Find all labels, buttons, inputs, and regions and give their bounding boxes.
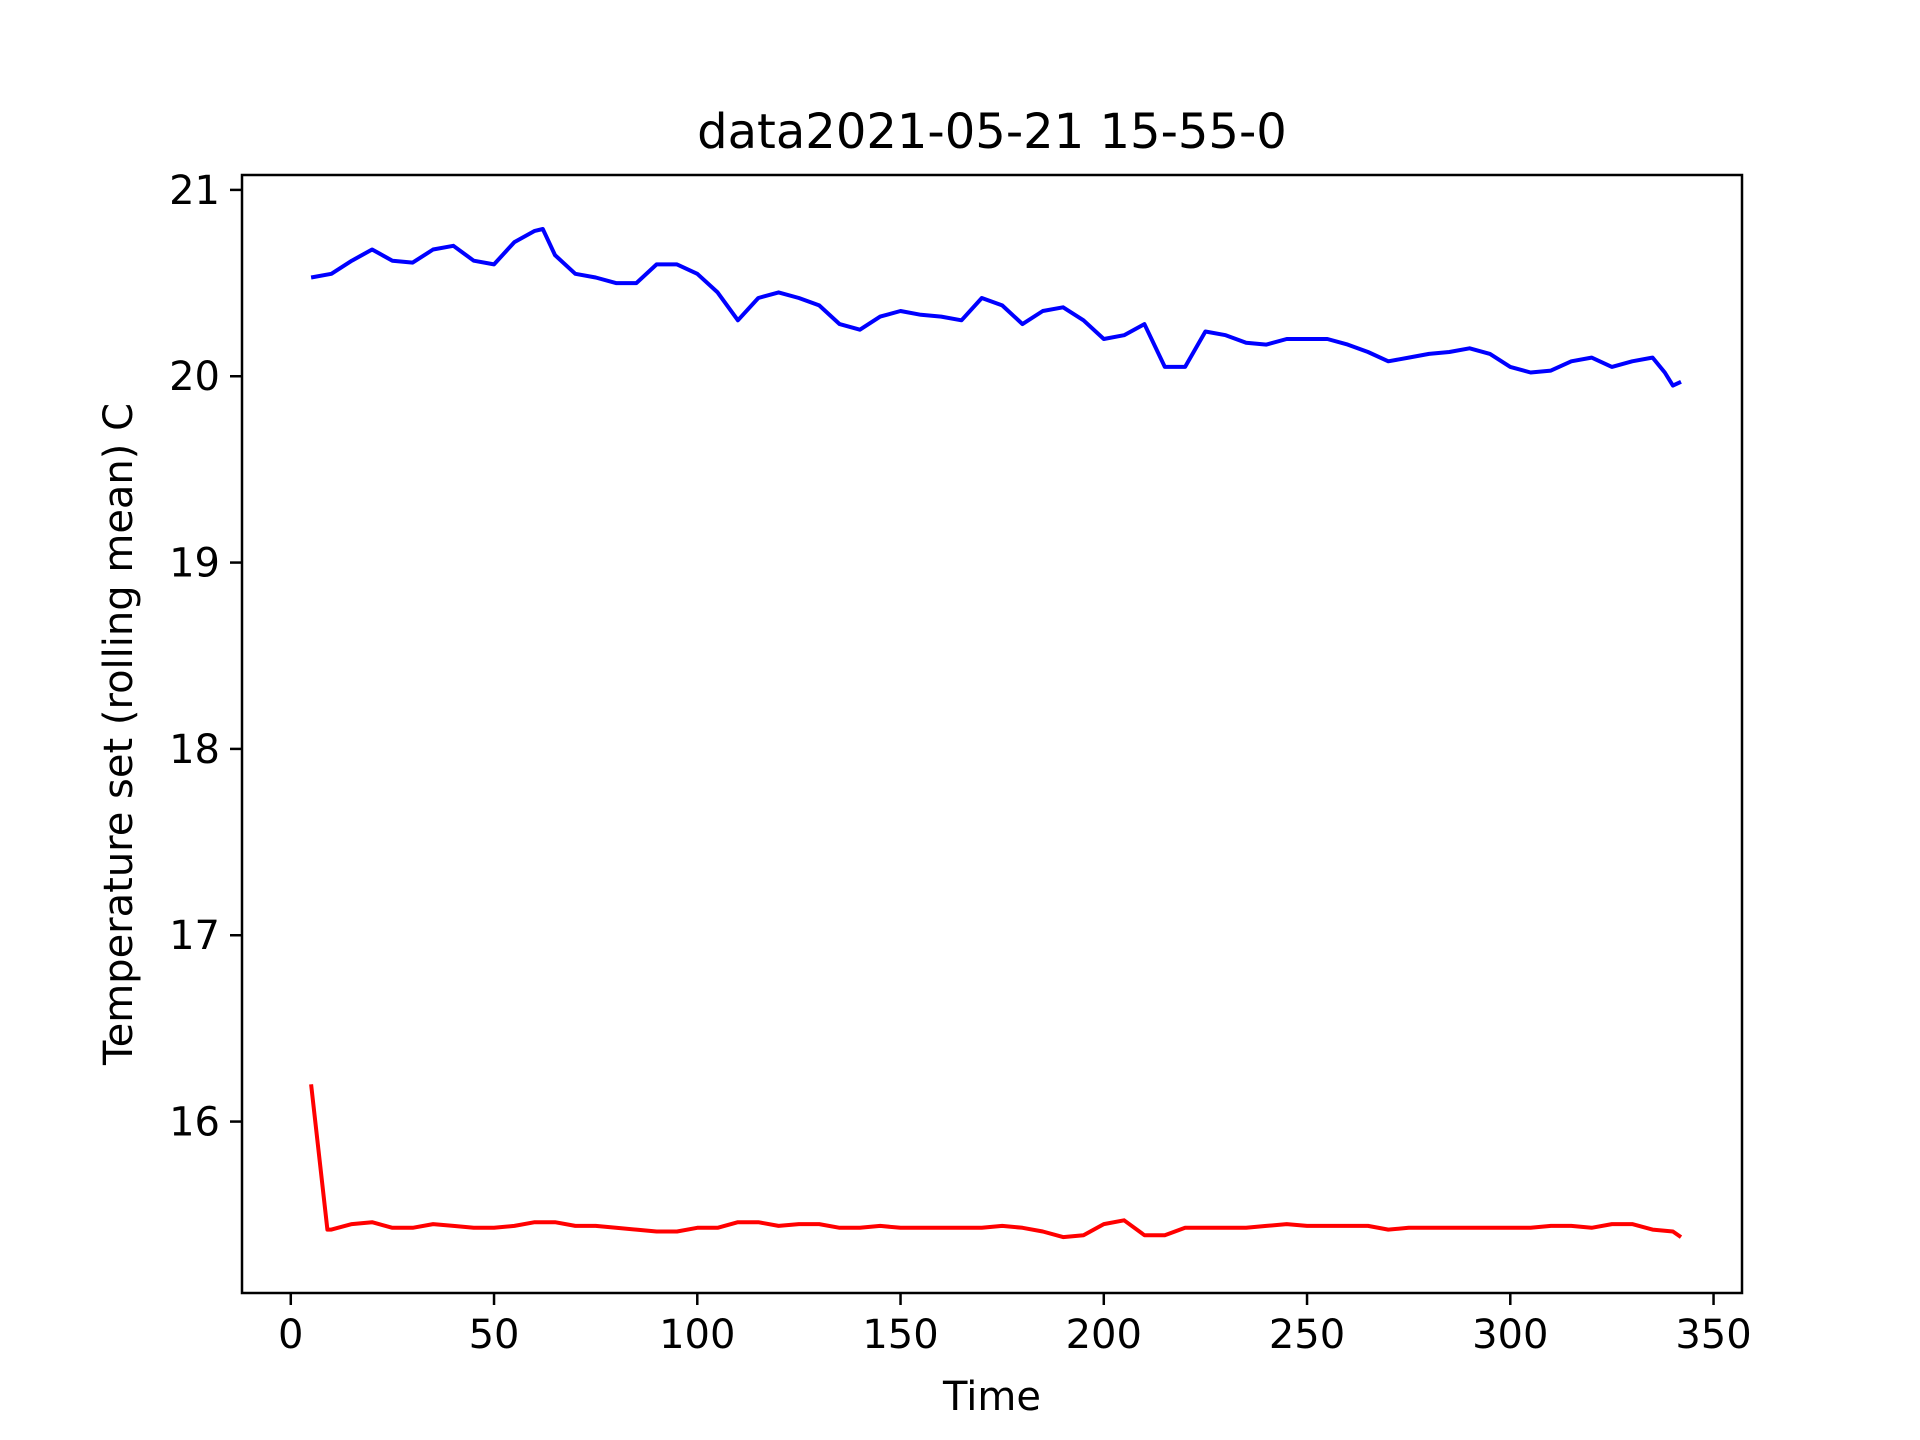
y-tick-label: 19 xyxy=(169,541,220,587)
chart-title: data2021-05-21 15-55-0 xyxy=(697,104,1287,160)
x-tick-label: 50 xyxy=(469,1312,520,1358)
x-tick-label: 350 xyxy=(1675,1312,1751,1358)
x-tick-label: 200 xyxy=(1066,1312,1142,1358)
series-layer xyxy=(309,227,1683,1240)
y-tick-label: 16 xyxy=(169,1100,220,1146)
y-tick-label: 18 xyxy=(169,727,220,773)
x-tick-label: 100 xyxy=(659,1312,735,1358)
x-axis-ticks: 0 50 100 150 200 250 300 350 xyxy=(278,1293,1752,1358)
plot-frame xyxy=(240,173,1744,1295)
y-axis-ticks: 16 17 18 19 20 21 xyxy=(169,168,242,1146)
y-tick-label: 21 xyxy=(169,168,220,214)
x-axis-label: Time xyxy=(942,1374,1041,1420)
x-tick-label: 300 xyxy=(1472,1312,1548,1358)
series-line-1 xyxy=(310,227,1682,388)
series-line-2 xyxy=(309,1084,1683,1240)
x-tick-label: 0 xyxy=(278,1312,303,1358)
y-tick-label: 17 xyxy=(169,913,220,959)
y-axis-label: Temperature set (rolling mean) C xyxy=(96,403,142,1066)
x-tick-label: 150 xyxy=(862,1312,938,1358)
y-tick-label: 20 xyxy=(169,354,220,400)
x-tick-label: 250 xyxy=(1269,1312,1345,1358)
